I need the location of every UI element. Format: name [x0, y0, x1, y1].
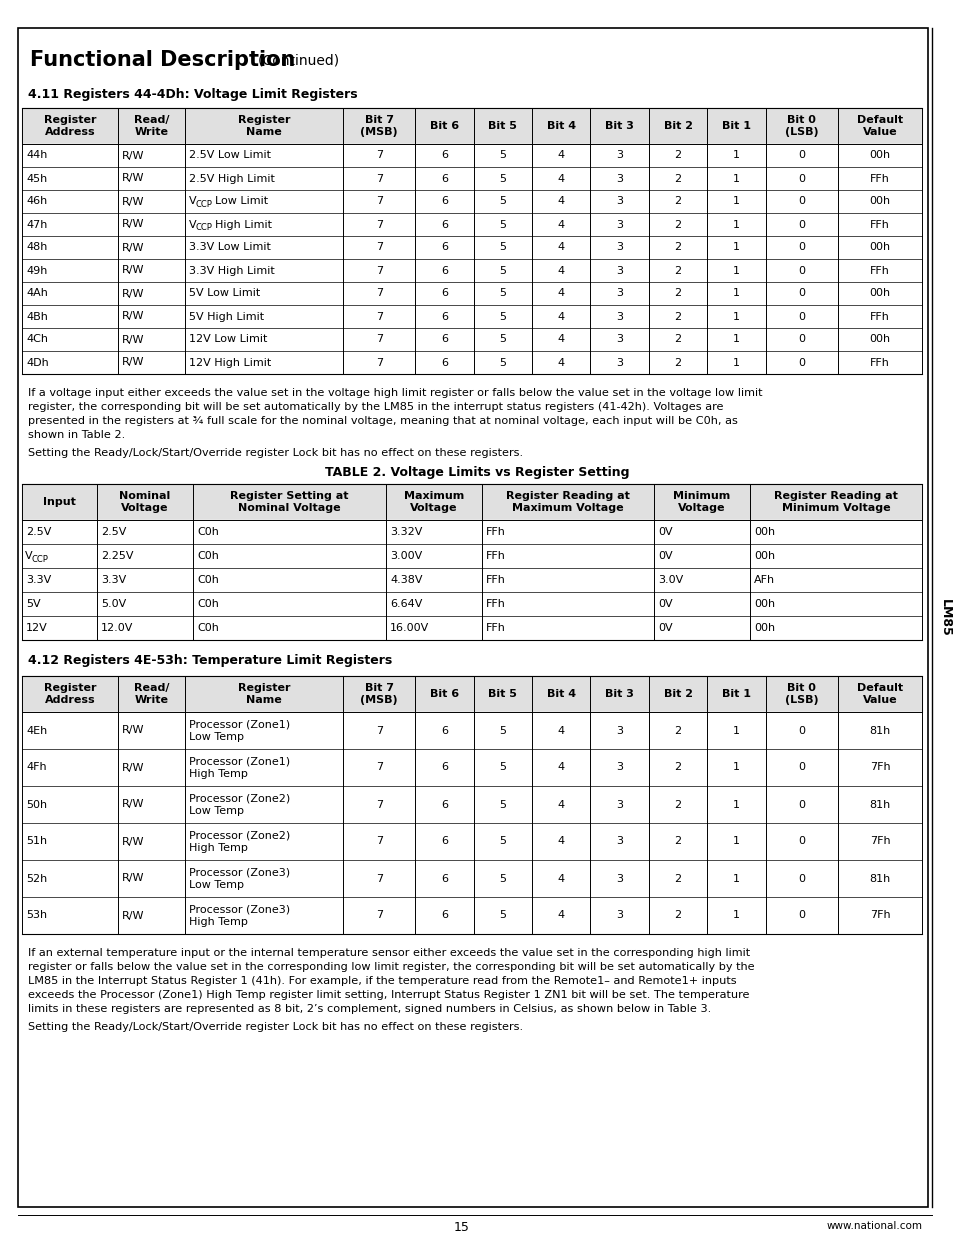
Text: Bit 3: Bit 3 [604, 121, 634, 131]
Text: 7: 7 [375, 311, 382, 321]
Text: Processor (Zone3)
High Temp: Processor (Zone3) High Temp [190, 904, 291, 926]
Text: Setting the Ready/Lock/Start/Override register Lock bit has no effect on these r: Setting the Ready/Lock/Start/Override re… [28, 448, 522, 458]
Text: FFh: FFh [869, 311, 889, 321]
Text: register or falls below the value set in the corresponding low limit register, t: register or falls below the value set in… [28, 962, 754, 972]
Bar [22, 676, 921, 713]
Text: 2: 2 [674, 725, 680, 736]
Text: 6: 6 [440, 311, 448, 321]
Text: 4Ah: 4Ah [26, 289, 48, 299]
Text: 5: 5 [499, 762, 506, 773]
Text: 1: 1 [732, 762, 740, 773]
Text: 00h: 00h [753, 622, 774, 634]
Text: 0: 0 [798, 242, 804, 252]
Text: 46h: 46h [26, 196, 48, 206]
Text: 2: 2 [674, 220, 680, 230]
Text: 7: 7 [375, 196, 382, 206]
Text: 4Dh: 4Dh [26, 357, 49, 368]
Text: 4: 4 [558, 266, 564, 275]
Text: 4: 4 [558, 910, 564, 920]
Text: 00h: 00h [868, 289, 889, 299]
Text: 5: 5 [499, 151, 506, 161]
Text: 1: 1 [732, 151, 740, 161]
Text: 0V: 0V [658, 622, 672, 634]
Bar [22, 259, 921, 282]
Text: 4Eh: 4Eh [26, 725, 48, 736]
Text: R/W: R/W [122, 910, 144, 920]
Text: 3.3V: 3.3V [26, 576, 51, 585]
Text: 5: 5 [499, 725, 506, 736]
Text: 7: 7 [375, 873, 382, 883]
Text: FFh: FFh [485, 576, 505, 585]
Text: 3.3V: 3.3V [101, 576, 126, 585]
Text: 1: 1 [732, 220, 740, 230]
Text: 00h: 00h [868, 335, 889, 345]
Text: 0: 0 [798, 335, 804, 345]
Bar [22, 785, 921, 823]
Text: 0: 0 [798, 289, 804, 299]
Text: 0: 0 [798, 311, 804, 321]
Text: 3: 3 [616, 357, 622, 368]
Text: FFh: FFh [869, 266, 889, 275]
Text: Bit 1: Bit 1 [721, 121, 750, 131]
Text: 2.5V Low Limit: 2.5V Low Limit [190, 151, 272, 161]
Bar [22, 329, 921, 351]
Text: Processor (Zone1)
High Temp: Processor (Zone1) High Temp [190, 756, 291, 779]
Text: Bit 0
(LSB): Bit 0 (LSB) [784, 683, 818, 705]
Text: Register Reading at
Minimum Voltage: Register Reading at Minimum Voltage [773, 490, 897, 514]
Text: Bit 2: Bit 2 [663, 689, 692, 699]
Text: 4: 4 [558, 173, 564, 184]
Text: 3: 3 [616, 725, 622, 736]
Text: Input: Input [43, 496, 76, 508]
Text: 0: 0 [798, 220, 804, 230]
Text: 5: 5 [499, 335, 506, 345]
Text: 0: 0 [798, 266, 804, 275]
Text: 4: 4 [558, 762, 564, 773]
Text: 00h: 00h [868, 196, 889, 206]
Text: 45h: 45h [26, 173, 48, 184]
Text: R/W: R/W [122, 266, 144, 275]
Text: 0: 0 [798, 836, 804, 846]
Bar [22, 305, 921, 329]
Text: 4: 4 [558, 311, 564, 321]
Text: 5V High Limit: 5V High Limit [190, 311, 264, 321]
Text: 5: 5 [499, 196, 506, 206]
Bar [22, 144, 921, 167]
Text: register, the corresponding bit will be set automatically by the LM85 in the int: register, the corresponding bit will be … [28, 403, 722, 412]
Text: 00h: 00h [753, 527, 774, 537]
Text: 53h: 53h [26, 910, 47, 920]
Text: 00h: 00h [868, 242, 889, 252]
Text: R/W: R/W [122, 873, 144, 883]
Text: 4: 4 [558, 725, 564, 736]
Text: 6: 6 [440, 725, 448, 736]
Text: Setting the Ready/Lock/Start/Override register Lock bit has no effect on these r: Setting the Ready/Lock/Start/Override re… [28, 1023, 522, 1032]
Text: Bit 7
(MSB): Bit 7 (MSB) [360, 683, 397, 705]
Bar [22, 897, 921, 934]
Text: 2.5V: 2.5V [26, 527, 51, 537]
Text: Processor (Zone2)
Low Temp: Processor (Zone2) Low Temp [190, 793, 291, 815]
Text: C0h: C0h [197, 599, 218, 609]
Text: presented in the registers at ¾ full scale for the nominal voltage, meaning that: presented in the registers at ¾ full sca… [28, 416, 737, 426]
Text: 5: 5 [499, 910, 506, 920]
Text: 6: 6 [440, 242, 448, 252]
Text: 12.0V: 12.0V [101, 622, 133, 634]
Text: 0: 0 [798, 873, 804, 883]
Text: 5: 5 [499, 799, 506, 809]
Bar [22, 592, 921, 616]
Text: 49h: 49h [26, 266, 48, 275]
Text: 7Fh: 7Fh [869, 836, 889, 846]
Text: 5: 5 [499, 873, 506, 883]
Text: 2: 2 [674, 335, 680, 345]
Text: 4: 4 [558, 196, 564, 206]
Text: 4: 4 [558, 836, 564, 846]
Text: 4: 4 [558, 220, 564, 230]
Text: 2: 2 [674, 873, 680, 883]
Text: 3: 3 [616, 266, 622, 275]
Text: 15: 15 [454, 1221, 470, 1234]
Text: Bit 1: Bit 1 [721, 689, 750, 699]
Text: R/W: R/W [122, 335, 144, 345]
Text: 81h: 81h [868, 725, 890, 736]
Text: FFh: FFh [869, 173, 889, 184]
Text: 6: 6 [440, 873, 448, 883]
Text: 5.0V: 5.0V [101, 599, 126, 609]
Text: 2.5V: 2.5V [101, 527, 127, 537]
